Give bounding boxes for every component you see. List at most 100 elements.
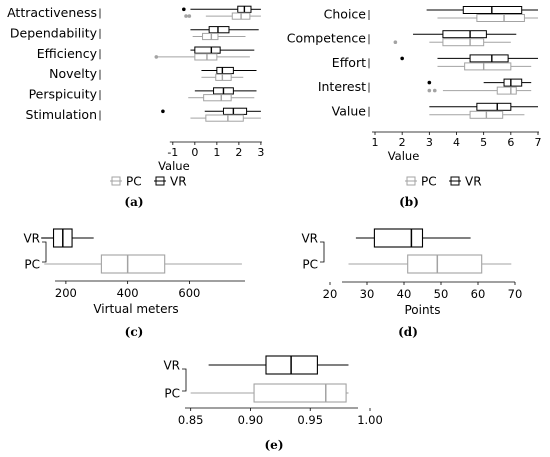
category-label: VR: [301, 232, 318, 246]
group-bracket: [42, 241, 47, 263]
category-label: Efficiency: [37, 46, 98, 61]
legend-vr-label: VR: [465, 175, 482, 189]
box-e-pc: [190, 383, 349, 403]
category-label: VR: [163, 359, 180, 373]
category-label: Interest: [318, 79, 366, 94]
x-tick-label: 70: [508, 287, 523, 301]
iqr-box: [373, 228, 424, 248]
box-a-vr-3: [201, 66, 257, 75]
iqr-box: [215, 73, 232, 81]
category-label: Effort: [332, 55, 366, 70]
x-tick-label: 2: [399, 136, 406, 149]
x-tick-label: 4: [453, 136, 460, 149]
box-b-vr-3: [427, 78, 532, 87]
x-tick-label: 40: [397, 287, 412, 301]
x-tick-label: 0.85: [178, 413, 204, 427]
box-c-pc: [44, 254, 242, 274]
x-tick-label: 1: [213, 146, 220, 159]
box-b-vr-0: [426, 6, 538, 14]
box-b-vr-4: [429, 102, 538, 111]
x-tick-label: 400: [117, 286, 139, 300]
box-e-vr: [208, 355, 349, 375]
iqr-box: [496, 86, 517, 95]
legend-a: [110, 176, 166, 186]
iqr-box: [208, 26, 230, 34]
x-tick-label: 5: [480, 136, 487, 149]
iqr-box: [100, 254, 166, 274]
x-tick-label: 30: [360, 287, 375, 301]
box-a-vr-5: [161, 107, 261, 115]
box-b-vr-2: [400, 54, 538, 63]
x-tick-label: 6: [507, 136, 514, 149]
box-d-pc: [348, 254, 512, 274]
legend-vr-swatch: [450, 176, 460, 186]
x-tick-label: 50: [434, 287, 449, 301]
legend-pc-label: PC: [126, 175, 142, 189]
legend-b: [405, 176, 461, 186]
outlier-point: [427, 80, 432, 85]
iqr-box: [503, 78, 523, 87]
caption-c: (c): [125, 325, 144, 339]
x-tick-label: 1: [372, 136, 379, 149]
x-tick-label: 60: [471, 287, 486, 301]
caption-b: (b): [399, 195, 419, 209]
iqr-box: [203, 94, 232, 102]
box-a-pc-0: [184, 12, 261, 20]
x-tick-label: 0.90: [238, 413, 264, 427]
legend-pc-swatch: [111, 176, 121, 186]
category-label: Stimulation: [26, 107, 97, 122]
box-a-vr-1: [190, 26, 259, 34]
iqr-box: [205, 114, 244, 122]
x-axis-title: Virtual meters: [93, 302, 178, 316]
legend-pc-label: PC: [421, 175, 437, 189]
category-label: Novelty: [49, 66, 97, 81]
category-label: Choice: [324, 7, 367, 22]
outlier-point: [400, 56, 404, 61]
category-label: PC: [24, 258, 40, 272]
legend-vr-label: VR: [170, 175, 187, 189]
category-label: Perspicuity: [29, 87, 98, 102]
box-b-pc-3: [427, 86, 532, 95]
group-bracket: [320, 241, 325, 263]
category-label: Value: [332, 103, 367, 118]
box-a-pc-1: [192, 32, 246, 41]
box-b-pc-0: [437, 14, 538, 22]
iqr-box: [476, 102, 512, 111]
category-label: PC: [302, 258, 318, 272]
x-tick-label: 0: [191, 146, 198, 159]
iqr-box: [442, 30, 487, 39]
box-a-pc-5: [190, 114, 261, 122]
caption-a: (a): [124, 195, 143, 209]
x-tick-label: 3: [426, 136, 433, 149]
x-axis-title: Value: [158, 159, 190, 173]
box-b-vr-1: [413, 30, 517, 39]
box-b-pc-4: [429, 110, 525, 119]
outlier-point: [182, 7, 186, 12]
x-tick-label: 20: [323, 287, 338, 301]
outlier-point: [161, 109, 165, 114]
outlier-point: [184, 14, 188, 18]
iqr-box: [407, 254, 483, 274]
outlier-point: [393, 40, 398, 44]
x-axis-title: Points: [404, 303, 440, 317]
box-a-vr-4: [194, 87, 257, 95]
legend-pc-swatch: [406, 176, 416, 186]
outlier-point: [427, 88, 432, 93]
caption-e: (e): [265, 438, 284, 452]
category-label: PC: [164, 387, 180, 401]
group-bracket: [182, 368, 187, 392]
box-a-vr-0: [182, 5, 261, 13]
x-tick-label: 3: [257, 146, 264, 159]
x-tick-label: 2: [235, 146, 242, 159]
x-tick-label: 200: [55, 286, 77, 300]
iqr-box: [194, 46, 221, 54]
x-tick-label: -1: [167, 146, 178, 159]
box-d-vr: [355, 228, 471, 248]
box-a-pc-3: [201, 73, 244, 81]
x-tick-label: 0.95: [297, 413, 323, 427]
iqr-box: [476, 14, 525, 22]
outlier-point: [154, 55, 159, 59]
iqr-box: [202, 32, 219, 41]
iqr-box: [216, 66, 234, 75]
category-label: Attractiveness: [7, 5, 97, 20]
